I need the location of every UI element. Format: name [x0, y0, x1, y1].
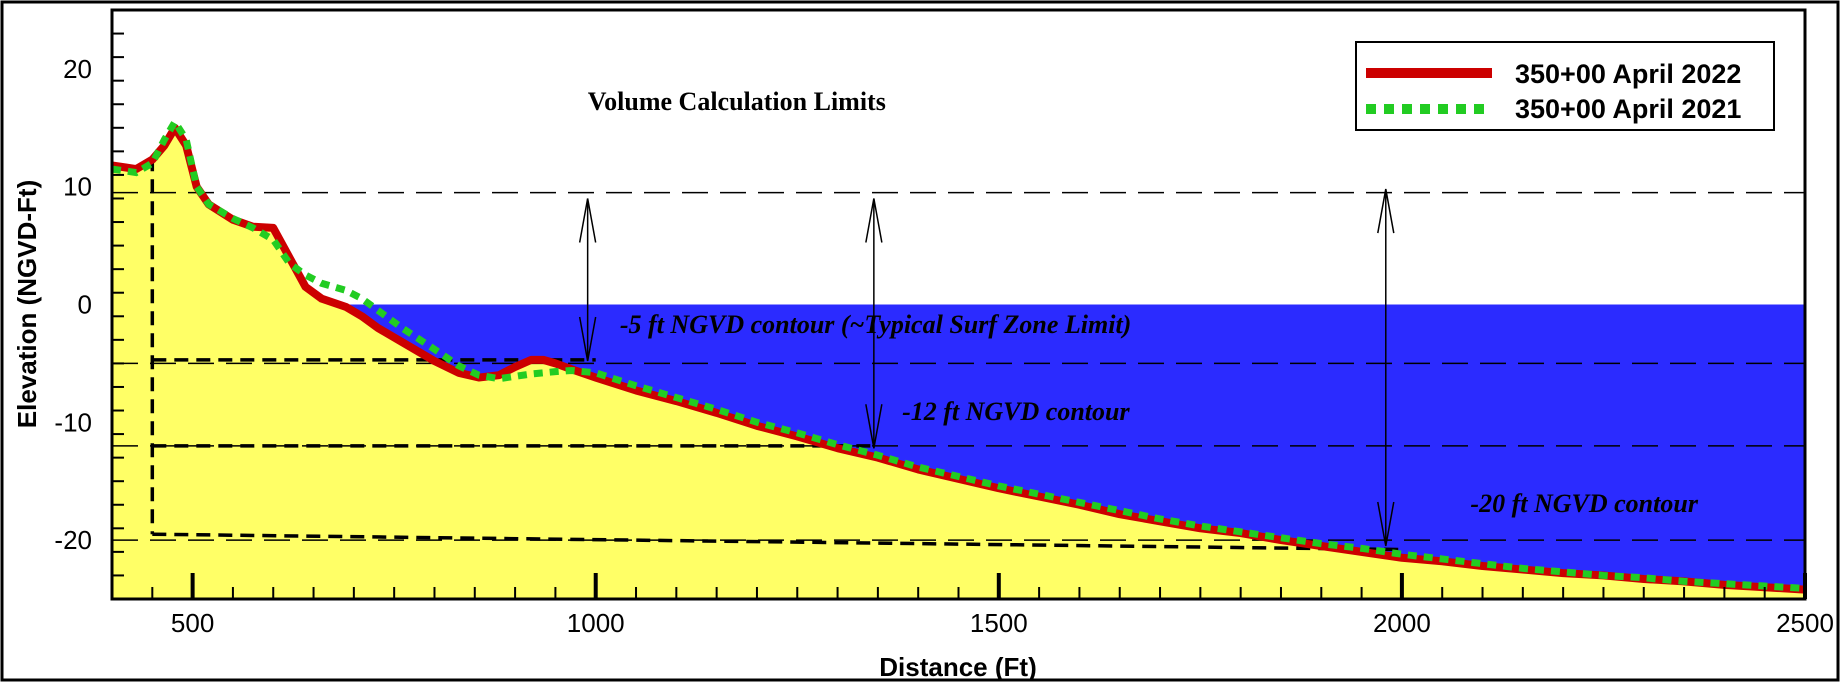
range-arrow-head-top [865, 198, 883, 243]
volume-limit-line [152, 532, 1402, 552]
y-tick-label: 10 [63, 172, 92, 202]
legend-label-2021: 350+00 April 2021 [1515, 94, 1741, 124]
x-tick-label: 500 [171, 608, 214, 638]
plot-area [112, 115, 1805, 599]
series-2022-line [112, 123, 1805, 594]
y-axis-ticks: -20 -10 0 10 20 [54, 9, 124, 600]
x-tick-label: 2500 [1776, 608, 1834, 638]
range-arrow-head-bottom [1377, 501, 1395, 547]
x-tick-label: 2000 [1373, 608, 1431, 638]
volume-limits-label: Volume Calculation Limits [588, 87, 886, 116]
contour-label: -12 ft NGVD contour [902, 397, 1130, 426]
sand-fill [112, 127, 1805, 599]
y-tick-label: -10 [54, 407, 92, 437]
x-axis-ticks: 500 1000 1500 2000 2500 [111, 573, 1834, 638]
y-tick-label: 20 [63, 54, 92, 84]
range-arrow [865, 198, 883, 449]
series-lines [112, 115, 1805, 594]
legend: 350+00 April 2022 350+00 April 2021 [1355, 41, 1775, 131]
series-2021-line [112, 115, 1805, 592]
x-tick-label: 1500 [970, 608, 1028, 638]
range-arrow-head-top [1377, 188, 1395, 234]
water-fill [112, 304, 1805, 590]
range-arrow-head-bottom [578, 316, 597, 362]
x-tick-label: 1000 [567, 608, 625, 638]
volume-calculation-limits [150, 157, 1402, 552]
legend-label-2022: 350+00 April 2022 [1515, 59, 1741, 89]
range-arrow-head-bottom [865, 404, 883, 449]
x-axis-title: Distance (Ft) [879, 652, 1036, 682]
range-arrow [1377, 188, 1395, 547]
annotations: Volume Calculation Limits -5 ft NGVD cont… [588, 87, 1699, 518]
range-arrow-head-top [578, 198, 597, 243]
y-tick-label: 0 [78, 290, 92, 320]
contour-label: -5 ft NGVD contour (~Typical Surf Zone L… [620, 310, 1131, 339]
range-arrow [578, 198, 597, 362]
contour-label: -20 ft NGVD contour [1470, 489, 1698, 518]
arrows [578, 188, 1395, 547]
reference-lines [112, 191, 1805, 541]
y-tick-label: -20 [54, 525, 92, 555]
legend-box [1355, 41, 1775, 131]
y-axis-title: Elevation (NGVD-Ft) [12, 180, 42, 428]
